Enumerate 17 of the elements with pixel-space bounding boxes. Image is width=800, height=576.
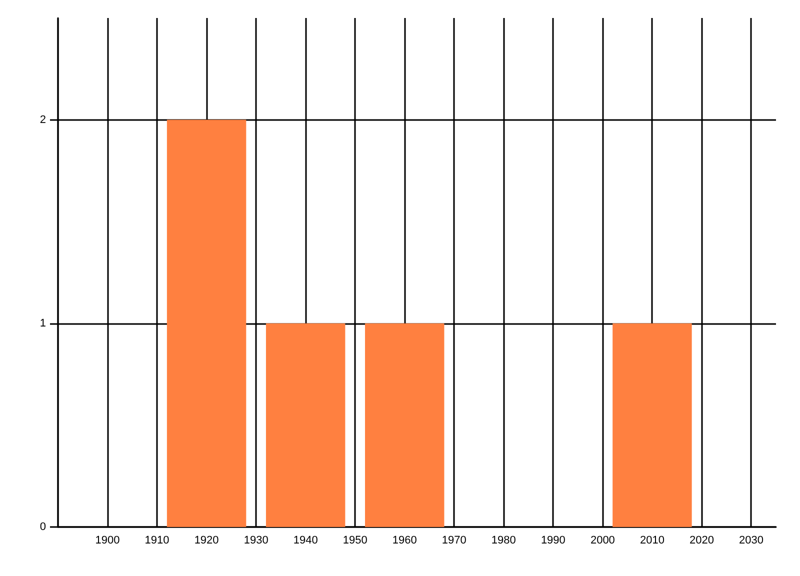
x-tick-label: 1980	[491, 534, 516, 546]
x-tick-label: 1920	[194, 534, 219, 546]
x-tick-label: 1910	[144, 534, 170, 546]
x-tick-label: 1990	[540, 534, 566, 546]
y-tick-label: 2	[40, 114, 46, 126]
x-tick-label: 2030	[739, 534, 764, 546]
x-tick-label: 1950	[342, 534, 368, 546]
y-tick-label: 0	[40, 521, 46, 533]
x-tick-label: 2020	[689, 534, 714, 546]
x-tick-label: 1960	[392, 534, 417, 546]
x-tick-label: 1970	[442, 534, 466, 546]
y-tick-label: 1	[40, 317, 46, 330]
x-tick-label: 2010	[640, 534, 664, 546]
x-tick-label: 1940	[293, 534, 318, 546]
x-tick-label: 2000	[590, 534, 615, 546]
x-tick-label: 1900	[95, 534, 120, 546]
x-tick-label: 1930	[244, 534, 268, 546]
